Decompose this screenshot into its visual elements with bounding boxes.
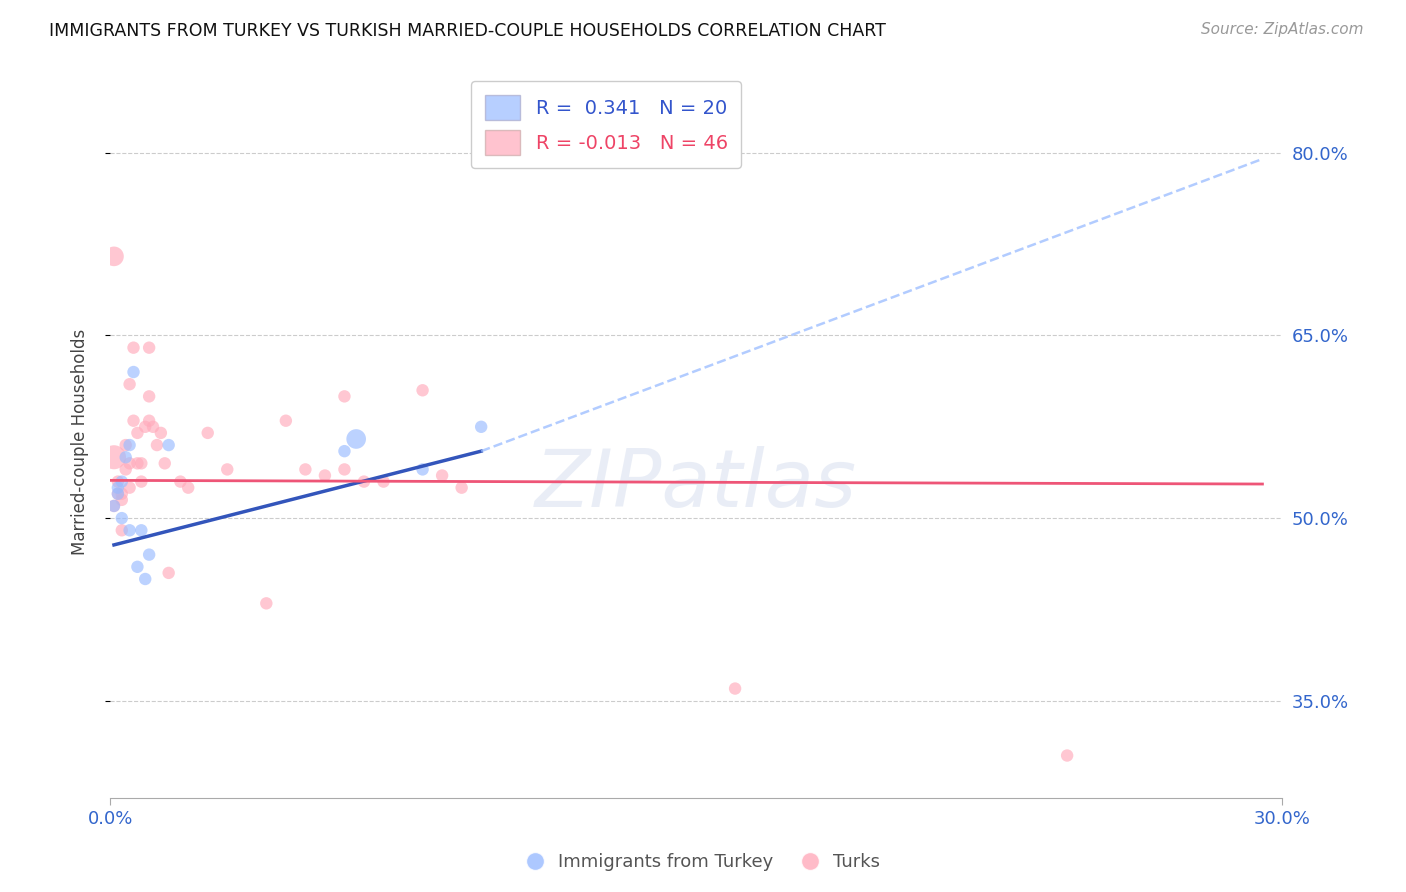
Point	[450, 481, 472, 495]
Point	[153, 456, 176, 470]
Point	[107, 487, 129, 501]
Point	[333, 462, 356, 476]
Point	[127, 425, 149, 440]
Point	[107, 475, 129, 489]
Point	[217, 462, 239, 476]
Point	[118, 438, 141, 452]
Point	[412, 384, 434, 398]
Point	[111, 492, 134, 507]
Point	[111, 511, 134, 525]
Point	[294, 462, 316, 476]
Point	[254, 596, 277, 610]
Point	[138, 389, 160, 403]
Point	[146, 438, 169, 452]
Point	[127, 559, 149, 574]
Point	[274, 414, 297, 428]
Text: Source: ZipAtlas.com: Source: ZipAtlas.com	[1201, 22, 1364, 37]
Y-axis label: Married-couple Households: Married-couple Households	[72, 329, 89, 555]
Point	[149, 425, 172, 440]
Point	[1056, 748, 1078, 763]
Point	[134, 572, 156, 586]
Text: ZIPatlas: ZIPatlas	[534, 446, 858, 524]
Point	[138, 341, 160, 355]
Point	[134, 419, 156, 434]
Point	[114, 462, 136, 476]
Point	[107, 481, 129, 495]
Point	[157, 438, 180, 452]
Point	[138, 414, 160, 428]
Point	[314, 468, 336, 483]
Point	[103, 450, 125, 465]
Legend: Immigrants from Turkey, Turks: Immigrants from Turkey, Turks	[519, 847, 887, 879]
Point	[177, 481, 200, 495]
Point	[107, 487, 129, 501]
Point	[169, 475, 191, 489]
Point	[103, 249, 125, 263]
Point	[131, 523, 153, 537]
Point	[412, 462, 434, 476]
Text: IMMIGRANTS FROM TURKEY VS TURKISH MARRIED-COUPLE HOUSEHOLDS CORRELATION CHART: IMMIGRANTS FROM TURKEY VS TURKISH MARRIE…	[49, 22, 886, 40]
Point	[111, 487, 134, 501]
Point	[127, 456, 149, 470]
Point	[118, 456, 141, 470]
Point	[724, 681, 747, 696]
Point	[122, 341, 145, 355]
Point	[197, 425, 219, 440]
Point	[131, 456, 153, 470]
Point	[333, 444, 356, 458]
Point	[114, 438, 136, 452]
Point	[118, 481, 141, 495]
Legend: R =  0.341   N = 20, R = -0.013   N = 46: R = 0.341 N = 20, R = -0.013 N = 46	[471, 81, 741, 169]
Point	[114, 450, 136, 465]
Point	[103, 499, 125, 513]
Point	[142, 419, 165, 434]
Point	[103, 499, 125, 513]
Point	[430, 468, 453, 483]
Point	[122, 365, 145, 379]
Point	[157, 566, 180, 580]
Point	[111, 523, 134, 537]
Point	[118, 377, 141, 392]
Point	[138, 548, 160, 562]
Point	[333, 389, 356, 403]
Point	[373, 475, 395, 489]
Point	[111, 475, 134, 489]
Point	[118, 523, 141, 537]
Point	[131, 475, 153, 489]
Point	[344, 432, 367, 446]
Point	[122, 414, 145, 428]
Point	[470, 419, 492, 434]
Point	[353, 475, 375, 489]
